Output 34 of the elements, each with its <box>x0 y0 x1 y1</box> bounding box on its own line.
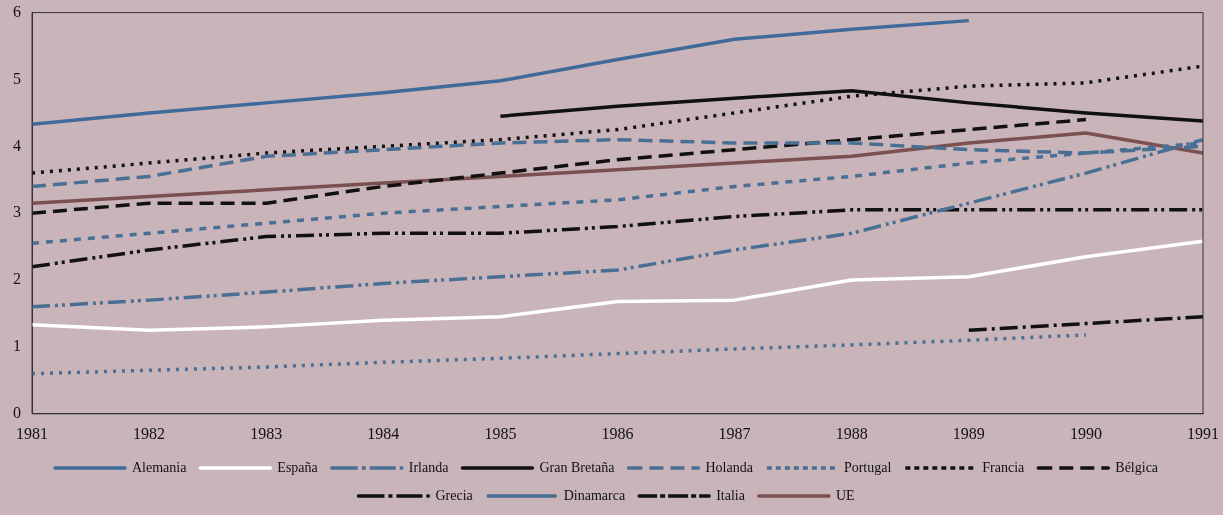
x-tick-label: 1987 <box>718 424 751 442</box>
y-tick-label: 6 <box>13 2 21 20</box>
x-tick-label: 1988 <box>835 424 868 442</box>
x-tick-label: 1991 <box>1187 424 1219 442</box>
x-tick-label: 1982 <box>133 424 166 442</box>
y-tick-label: 5 <box>13 69 21 87</box>
x-tick-label: 1984 <box>367 424 400 442</box>
legend-label: Portugal <box>843 459 892 475</box>
line-series <box>32 117 1088 215</box>
x-tick-label: 1983 <box>250 424 283 442</box>
y-tick-label: 0 <box>13 404 21 421</box>
y-tick-label: 4 <box>13 136 21 154</box>
x-tick-label: 1989 <box>952 424 985 442</box>
y-tick-label: 3 <box>13 203 21 221</box>
y-tick-label: 2 <box>13 270 21 288</box>
line-series <box>32 137 1203 309</box>
legend-label: Irlanda <box>408 459 450 475</box>
legend-label: Grecia <box>435 487 474 503</box>
legend-label: Francia <box>982 459 1026 475</box>
legend-label: UE <box>835 487 855 503</box>
legend-label: Bélgica <box>1115 459 1159 475</box>
x-tick-label: 1990 <box>1069 424 1102 442</box>
y-tick-label: 1 <box>13 337 21 355</box>
legend-label: Holanda <box>705 459 754 475</box>
x-tick-label: 1981 <box>16 424 48 442</box>
legend-label: Alemania <box>131 459 188 475</box>
line-series <box>32 333 1088 376</box>
legend-label: Gran Bretaña <box>539 459 616 475</box>
legend-label: Italia <box>716 487 746 503</box>
x-tick-label: 1986 <box>601 424 634 442</box>
legend-label: Dinamarca <box>563 487 626 503</box>
x-tick-label: 1985 <box>484 424 517 442</box>
line-series <box>32 208 1203 269</box>
legend-label: España <box>277 459 319 475</box>
